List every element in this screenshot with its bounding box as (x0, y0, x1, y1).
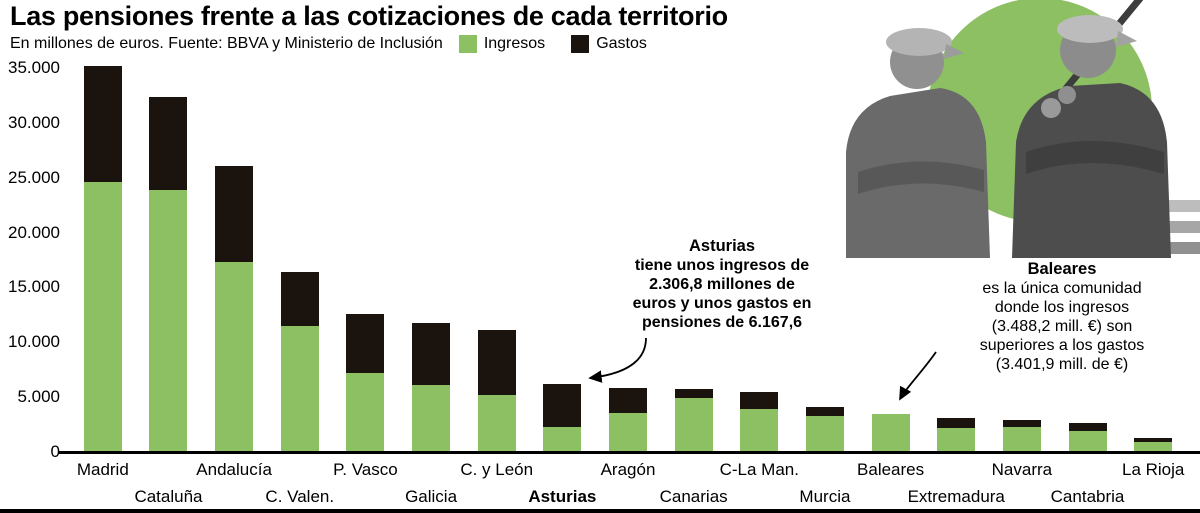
bar-ingresos-0 (83, 182, 122, 452)
annotation-asturias-body-line-1: 2.306,8 millones de (649, 276, 795, 293)
annotation-baleares-body-line-4: (3.401,9 mill. de €) (995, 356, 1129, 373)
annotation-asturias-body-line-2: euros y unos gastos en (632, 295, 812, 312)
bar-ingresos-1 (149, 189, 188, 452)
bottom-rule (0, 509, 1200, 513)
category-label-4: P. Vasco (333, 460, 398, 479)
category-label-6: C. y León (460, 460, 534, 479)
bar-ingresos-11 (805, 415, 844, 452)
y-tick-3: 20.000 (8, 222, 60, 242)
page-title: Las pensiones frente a las cotizaciones … (10, 1, 728, 31)
y-tick-7: 0 (50, 442, 60, 461)
bar-ingresos-15 (1068, 431, 1107, 452)
bar-ingresos-12 (871, 413, 910, 452)
bar-ingresos-8 (609, 413, 647, 452)
bar-ingresos-7 (543, 426, 582, 452)
bar-ingresos-9 (674, 398, 713, 452)
category-label-11: Murcia (799, 487, 851, 506)
category-label-9: Canarias (659, 487, 728, 506)
y-tick-6: 5.000 (17, 387, 60, 407)
bar-ingresos-5 (412, 385, 451, 452)
y-tick-1: 30.000 (8, 112, 60, 132)
y-tick-5: 10.000 (8, 332, 60, 352)
subtitle-row: En millones de euros. Fuente: BBVA y Min… (10, 34, 647, 54)
plot-area: Madrid Cataluña Andalucía C. Valen. P. Vasco… (70, 65, 1186, 506)
legend-gastos-label: Gastos (596, 35, 647, 52)
bar-ingresos-2 (215, 262, 254, 452)
annotation-asturias-body: tiene unos ingresos de 2.306,8 millones d… (608, 256, 836, 332)
legend-ingresos-label: Ingresos (483, 35, 546, 52)
category-label-5: Galicia (405, 487, 458, 506)
bar-ingresos-14 (1002, 426, 1041, 452)
y-tick-2: 25.000 (8, 167, 60, 187)
legend: Ingresos Gastos (458, 34, 647, 54)
annotation-asturias: Asturias tiene unos ingresos de 2.306,8 m… (608, 237, 836, 332)
bar-ingresos-4 (346, 373, 385, 452)
bar-ingresos-3 (280, 325, 319, 452)
y-tick-4: 15.000 (8, 277, 60, 297)
annotation-baleares-body-line-2: (3.488,2 mill. €) son (991, 318, 1133, 335)
category-label-16: La Rioja (1121, 460, 1185, 479)
annotation-baleares-body-line-0: es la única comunidad (982, 280, 1142, 297)
category-label-15: Cantabria (1050, 487, 1125, 506)
category-label-1: Cataluña (134, 487, 203, 506)
legend-gastos-swatch (571, 35, 590, 53)
category-label-14: Navarra (991, 460, 1053, 479)
bar-ingresos-10 (740, 409, 779, 452)
annotation-baleares: Baleares es la única comunidad donde los … (951, 260, 1173, 374)
bar-ingresos-16 (1134, 441, 1173, 452)
subtitle: En millones de euros. Fuente: BBVA y Min… (10, 35, 443, 52)
x-axis-line (58, 451, 1200, 454)
annotation-asturias-body-line-3: pensiones de 6.167,6 (641, 314, 803, 331)
annotation-asturias-body-line-0: tiene unos ingresos de (634, 257, 810, 274)
annotation-asturias-title: Asturias (688, 237, 756, 255)
category-label-12: Baleares (857, 460, 925, 479)
annotation-baleares-title: Baleares (1027, 260, 1097, 278)
y-axis: 35.000 30.000 25.000 20.000 15.000 10.000 5.00… (0, 58, 60, 461)
category-label-0: Madrid (76, 460, 129, 479)
y-tick-0: 35.000 (8, 58, 60, 77)
category-label-3: C. Valen. (265, 487, 335, 506)
legend-ingresos-swatch (458, 35, 477, 53)
annotation-baleares-body: es la única comunidad donde los ingresos (… (951, 279, 1173, 374)
category-label-10: C-La Man. (719, 460, 799, 479)
annotation-baleares-body-line-3: superiores a los gastos (979, 337, 1145, 354)
bar-ingresos-6 (477, 394, 516, 452)
category-label-13: Extremadura (907, 487, 1005, 506)
bar-ingresos-13 (937, 427, 976, 452)
category-label-8: Aragón (600, 460, 656, 479)
annotation-baleares-body-line-1: donde los ingresos (994, 299, 1130, 316)
category-label-7: Asturias (528, 487, 597, 506)
category-label-2: Andalucía (196, 460, 272, 479)
